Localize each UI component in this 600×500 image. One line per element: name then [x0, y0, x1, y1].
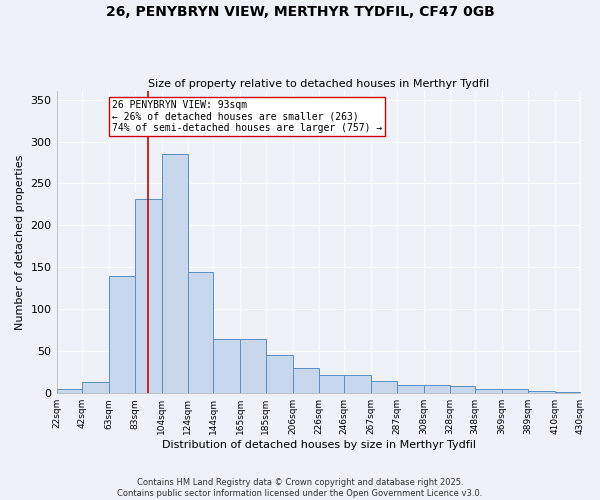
Bar	[293, 368, 319, 393]
Bar	[213, 338, 240, 393]
Bar	[56, 389, 82, 393]
Bar	[162, 154, 188, 393]
Text: Contains HM Land Registry data © Crown copyright and database right 2025.
Contai: Contains HM Land Registry data © Crown c…	[118, 478, 482, 498]
Bar	[344, 375, 371, 393]
Bar	[371, 380, 397, 393]
Title: Size of property relative to detached houses in Merthyr Tydfil: Size of property relative to detached ho…	[148, 79, 489, 89]
Bar	[82, 382, 109, 393]
X-axis label: Distribution of detached houses by size in Merthyr Tydfil: Distribution of detached houses by size …	[161, 440, 476, 450]
Bar	[266, 356, 293, 393]
Bar	[319, 375, 344, 393]
Bar	[528, 390, 555, 393]
Bar	[449, 386, 475, 393]
Bar	[240, 338, 266, 393]
Bar	[502, 389, 528, 393]
Text: 26 PENYBRYN VIEW: 93sqm
← 26% of detached houses are smaller (263)
74% of semi-d: 26 PENYBRYN VIEW: 93sqm ← 26% of detache…	[112, 100, 382, 133]
Bar	[135, 198, 162, 393]
Bar	[109, 276, 135, 393]
Bar	[555, 392, 580, 393]
Bar	[475, 389, 502, 393]
Y-axis label: Number of detached properties: Number of detached properties	[15, 154, 25, 330]
Bar	[188, 272, 213, 393]
Bar	[397, 385, 424, 393]
Bar	[424, 385, 449, 393]
Text: 26, PENYBRYN VIEW, MERTHYR TYDFIL, CF47 0GB: 26, PENYBRYN VIEW, MERTHYR TYDFIL, CF47 …	[106, 5, 494, 19]
